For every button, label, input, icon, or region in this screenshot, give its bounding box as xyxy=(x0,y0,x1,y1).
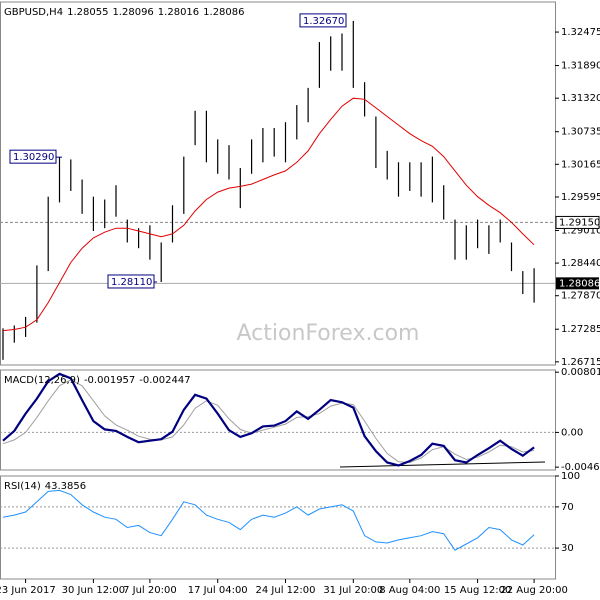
annotation-box xyxy=(107,274,155,289)
y-tick-label: 0.00 xyxy=(561,427,583,438)
y-tick-label: -0.004619 xyxy=(561,462,600,473)
header-value: 43.3856 xyxy=(45,481,86,492)
y-tick-label: 1.29595 xyxy=(561,192,600,203)
y-tick-label: 1.31320 xyxy=(561,93,600,104)
header-title: RSI(14) xyxy=(4,481,41,492)
x-tick-label: 7 Jul 20:00 xyxy=(123,585,177,596)
panel-frame xyxy=(0,1,556,366)
y-tick-label: 1.27285 xyxy=(561,324,600,335)
panel-header: GBPUSD,H4 1.28055 1.28096 1.28016 1.28086 xyxy=(4,7,245,18)
y-tick-label: 1.32475 xyxy=(561,27,600,38)
x-tick-label: 8 Aug 04:00 xyxy=(379,585,440,596)
panel-frame xyxy=(0,369,556,471)
x-tick-label: 23 Jun 2017 xyxy=(0,585,56,596)
annotation-label: 1.28110 xyxy=(111,277,152,288)
x-tick-label: 22 Aug 20:00 xyxy=(500,585,567,596)
y-tick-label: 1.28440 xyxy=(561,258,600,269)
y-tick-label: 70 xyxy=(561,502,574,513)
y-tick-label: 0.008012 xyxy=(561,367,600,378)
reference-label-box xyxy=(555,215,600,229)
last-price-label: 1.28086 xyxy=(559,278,600,289)
header-value: 1.28016 xyxy=(158,7,199,18)
y-tick-label: 1.26715 xyxy=(561,357,600,368)
annotation-label: 1.32670 xyxy=(303,16,344,27)
panel-frame xyxy=(0,475,556,580)
moving-average xyxy=(2,97,535,332)
x-tick-label: 24 Jul 12:00 xyxy=(256,585,316,596)
x-tick-label: 31 Jul 20:00 xyxy=(323,585,383,596)
header-value: -0.002447 xyxy=(139,375,190,386)
panel-header: MACD(12,26,9) -0.001957 -0.002447 xyxy=(4,375,191,386)
header-value: 1.28096 xyxy=(112,7,153,18)
y-tick-label: 1.30165 xyxy=(561,159,600,170)
header-value: 1.28055 xyxy=(67,7,108,18)
y-tick-label: 100 xyxy=(561,471,580,482)
y-tick-label: 30 xyxy=(561,543,574,554)
annotation-label: 1.30290 xyxy=(13,152,54,163)
indicator-line xyxy=(2,379,535,464)
indicator-line xyxy=(2,372,535,467)
y-tick-label: 1.27870 xyxy=(561,291,600,302)
header-title: GBPUSD,H4 xyxy=(4,7,63,18)
annotation-box xyxy=(299,13,347,28)
y-tick-label: 1.29010 xyxy=(561,225,600,236)
panel-header: RSI(14) 43.3856 xyxy=(4,481,86,492)
reference-label: 1.29150 xyxy=(559,217,600,228)
x-tick-label: 17 Jul 04:00 xyxy=(188,585,248,596)
indicator-line xyxy=(2,489,535,551)
y-tick-label: 1.31890 xyxy=(561,61,600,72)
annotation-box xyxy=(9,149,57,164)
x-tick-label: 30 Jun 12:00 xyxy=(62,585,126,596)
last-price-box xyxy=(556,277,599,290)
header-value: 1.28086 xyxy=(203,7,244,18)
y-tick-label: 1.30735 xyxy=(561,127,600,138)
trend-line xyxy=(339,461,546,468)
watermark: ActionForex.com xyxy=(237,321,420,346)
x-tick-label: 15 Aug 12:00 xyxy=(444,585,511,596)
header-value: -0.001957 xyxy=(84,375,135,386)
header-title: MACD(12,26,9) xyxy=(4,375,80,386)
